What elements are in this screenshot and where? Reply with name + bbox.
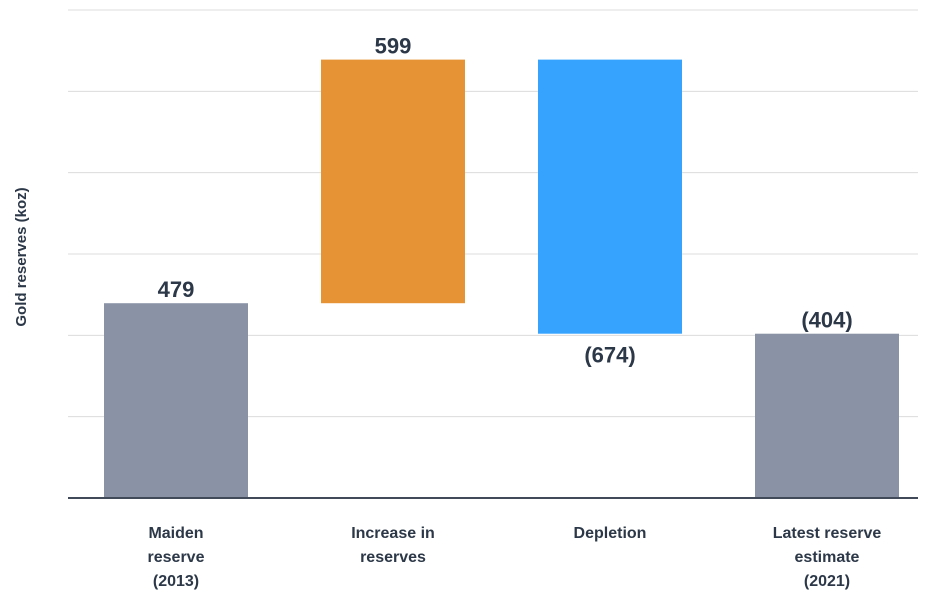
y-axis-label: Gold reserves (koz) <box>13 187 30 326</box>
bar-total <box>755 333 899 498</box>
data-labels: 479 599 (674) (404) <box>158 34 853 368</box>
bar-total <box>104 303 248 498</box>
data-label: 479 <box>158 277 195 302</box>
data-label: (404) <box>801 308 852 333</box>
x-tick-label: Increase in reserves <box>351 525 435 566</box>
bars <box>104 59 899 498</box>
bar-decrease <box>538 59 682 334</box>
x-tick-label: Latest reserve estimate (2021) <box>773 525 882 590</box>
x-tick-label: Maiden reserve (2013) <box>148 525 205 590</box>
x-tick-label: Depletion <box>574 525 647 542</box>
x-tick-labels: Maiden reserve (2013) Increase in reserves De… <box>148 525 882 590</box>
data-label: (674) <box>584 343 635 368</box>
bar-increase <box>321 59 465 304</box>
data-label: 599 <box>375 34 412 59</box>
